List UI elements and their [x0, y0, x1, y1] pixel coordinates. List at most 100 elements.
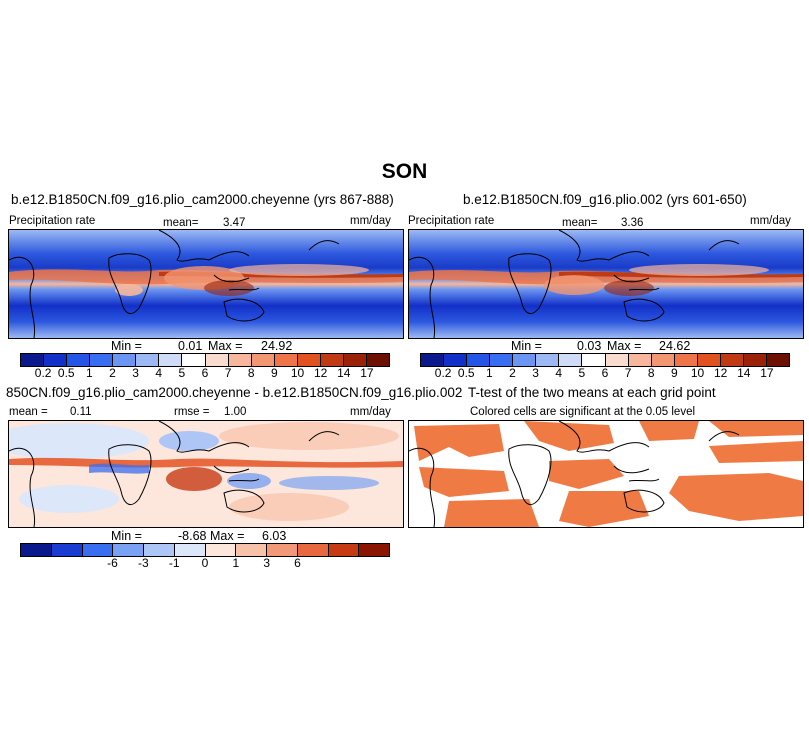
colorbar-precip-label: 5	[178, 366, 186, 380]
colorbar-difference	[20, 543, 390, 557]
mean-label-bottom-left: mean =	[9, 406, 48, 418]
colorbar-precip-label: 3	[132, 366, 139, 380]
panel-title-bottom-right: T-test of the two means at each grid poi…	[468, 385, 716, 400]
colorbar-diff-swatch	[144, 544, 175, 556]
colorbar-precip-swatch	[159, 354, 183, 366]
colorbar-precip-label: 8	[647, 366, 655, 380]
precip-map-top-left	[8, 229, 404, 339]
significant-region	[419, 467, 509, 497]
colorbar-diff-label: -6	[107, 556, 118, 570]
colorbar-precip-swatch	[720, 354, 744, 366]
min-value-top-left: 0.01	[178, 339, 203, 353]
min-label-top-right: Min =	[511, 339, 542, 353]
max-value-bottom-left: 6.03	[262, 529, 287, 543]
min-value-top-right: 0.03	[577, 339, 602, 353]
colorbar-diff-swatch	[205, 544, 237, 556]
significant-region	[669, 473, 803, 521]
mean-label-top-left: mean=	[163, 217, 199, 229]
panel-title-top-left: b.e12.B1850CN.f09_g16.plio_cam2000.cheye…	[11, 192, 394, 207]
colorbar-precip-label: 0.5	[457, 366, 475, 380]
mean-value-bottom-left: 0.11	[70, 406, 92, 418]
colorbar-precip-label: 14	[337, 366, 351, 380]
colorbar-precip-label: 6	[601, 366, 609, 380]
colorbar-precip-label: 1	[486, 366, 493, 380]
colorbar-precip-swatch	[743, 354, 767, 366]
units-top-right: mm/day	[750, 215, 791, 227]
colorbar-precip-label: 6	[201, 366, 209, 380]
colorbar-precip-swatch	[605, 354, 629, 366]
mean-value-top-right: 3.36	[621, 217, 644, 229]
colorbar-precip-label: 0.2	[34, 366, 52, 380]
colorbar-precip-swatch	[182, 354, 206, 366]
significant-region	[709, 441, 803, 463]
colorbar-precip-swatch	[251, 354, 275, 366]
colorbar-precip-swatch	[366, 354, 389, 366]
max-label-top-right: Max =	[607, 339, 642, 353]
colorbar-diff-swatch	[236, 544, 267, 556]
colorbar-precip-swatch	[320, 354, 344, 366]
panel-title-top-right: b.e12.B1850CN.f09_g16.plio.002 (yrs 601-…	[463, 192, 747, 207]
colorbar-precip-swatch	[697, 354, 721, 366]
difference-map-bottom-left	[8, 420, 404, 528]
colorbar-precip-top-left	[20, 353, 390, 367]
colorbar-diff-label: -3	[137, 556, 149, 570]
colorbar-precip-label: 10	[290, 366, 305, 380]
colorbar-diff-swatch	[297, 544, 329, 556]
season-title: SON	[381, 160, 428, 183]
colorbar-precip-top-right	[420, 353, 790, 367]
units-top-left: mm/day	[350, 215, 391, 227]
colorbar-precip-label: 8	[247, 366, 255, 380]
max-label-bottom-left: Max =	[210, 529, 245, 543]
colorbar-diff-label: -1	[168, 556, 180, 570]
significant-region	[414, 424, 504, 461]
colorbar-precip-swatch	[136, 354, 160, 366]
colorbar-precip-label: 10	[690, 366, 705, 380]
colorbar-precip-label: 4	[555, 366, 563, 380]
mean-label-top-right: mean=	[562, 217, 598, 229]
max-value-top-right: 24.62	[659, 339, 691, 353]
min-label-top-left: Min =	[111, 339, 142, 353]
colorbar-precip-label: 5	[578, 366, 586, 380]
colorbar-diff-label: 0	[201, 556, 209, 570]
significant-region	[444, 499, 539, 527]
colorbar-precip-swatch	[536, 354, 560, 366]
colorbar-precip-swatch	[113, 354, 137, 366]
colorbar-precip-label: 17	[760, 366, 774, 380]
colorbar-precip-swatch	[343, 354, 367, 366]
colorbar-precip-label: 12	[713, 366, 728, 380]
colorbar-precip-swatch	[582, 354, 606, 366]
colorbar-precip-label: 9	[671, 366, 678, 380]
ttest-map-bottom-right	[408, 420, 804, 528]
colorbar-precip-swatch	[444, 354, 468, 366]
precip-map-top-right	[408, 229, 804, 339]
colorbar-precip-swatch	[90, 354, 114, 366]
significant-region	[559, 491, 649, 527]
colorbar-diff-label: 6	[294, 556, 301, 570]
colorbar-precip-swatch	[674, 354, 698, 366]
colorbar-diff-swatch	[267, 544, 298, 556]
colorbar-precip-label: 0.2	[434, 366, 452, 380]
colorbar-precip-swatch	[228, 354, 252, 366]
significant-region	[709, 421, 803, 437]
colorbar-precip-label: 17	[360, 366, 374, 380]
colorbar-labels-top-left: 0.2 0.5 1 2 3 4 5 6 7 8 9 10 12 14 17	[20, 366, 390, 380]
panel-title-bottom-left: 850CN.f09_g16.plio_cam2000.cheyenne - b.…	[6, 385, 463, 400]
max-label-top-left: Max =	[208, 339, 243, 353]
colorbar-precip-swatch	[297, 354, 321, 366]
colorbar-precip-swatch	[421, 354, 445, 366]
rmse-label-bottom-left: rmse =	[174, 406, 210, 418]
significant-region	[524, 421, 614, 451]
variable-label-top-left: Precipitation rate	[9, 215, 96, 227]
colorbar-diff-label: 1	[232, 556, 240, 570]
max-value-top-left: 24.92	[261, 339, 293, 353]
colorbar-precip-label: 12	[313, 366, 328, 380]
min-value-bottom-left: -8.68	[178, 529, 207, 543]
colorbar-precip-label: 7	[624, 366, 632, 380]
min-label-bottom-left: Min =	[111, 529, 142, 543]
colorbar-diff-swatch	[82, 544, 114, 556]
colorbar-precip-swatch	[67, 354, 91, 366]
colorbar-precip-label: 2	[109, 366, 116, 380]
colorbar-precip-label: 2	[509, 366, 516, 380]
colorbar-precip-swatch	[513, 354, 537, 366]
colorbar-precip-swatch	[628, 354, 652, 366]
